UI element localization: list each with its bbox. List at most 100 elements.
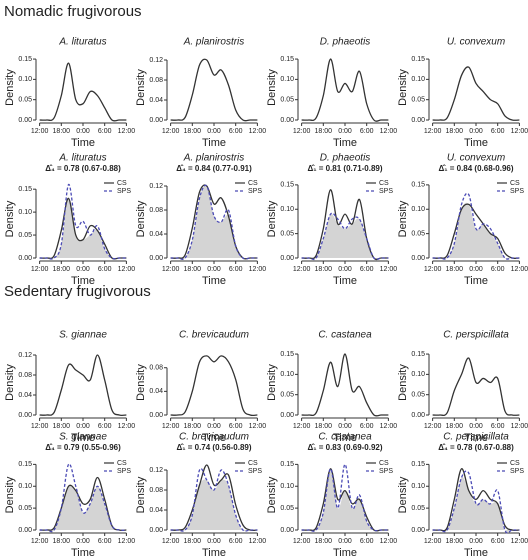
overlap-area: [301, 213, 389, 260]
x-tick-label: 0:00: [469, 538, 483, 545]
y-tick-label: 0.04: [149, 97, 163, 104]
density-line: [301, 468, 389, 532]
overlap-area: [39, 198, 127, 260]
x-tick-label: 12:00: [118, 266, 136, 273]
y-axis-label: Density: [266, 200, 278, 237]
panel-title: C. castanea: [318, 330, 372, 341]
y-tick-label: 0.00: [411, 527, 425, 534]
y-tick-label: 0.10: [411, 206, 425, 213]
y-tick-label: 0.08: [18, 372, 32, 379]
overlap-estimate: Δ̂₁ = 0.83 (0.69-0.92): [307, 443, 382, 452]
x-tick-label: 6:00: [98, 423, 112, 430]
y-axis-label: Density: [4, 200, 16, 237]
x-tick-label: 0:00: [76, 423, 90, 430]
x-tick-label: 12:00: [249, 538, 267, 545]
x-tick-label: 18:00: [184, 128, 202, 135]
density-line: [170, 184, 258, 260]
panel-title: U. convexum: [447, 153, 505, 164]
x-tick-label: 6:00: [98, 538, 112, 545]
x-tick-label: 0:00: [469, 423, 483, 430]
y-tick-label: 0.00: [411, 255, 425, 262]
y-tick-label: 0.10: [280, 76, 294, 83]
y-tick-label: 0.15: [411, 351, 425, 358]
overlap-estimate: Δ̂₄ = 0.84 (0.77-0.91): [176, 164, 252, 173]
panel-title: A. planirostris: [183, 37, 245, 48]
x-axis-label: Time: [71, 275, 95, 287]
legend-label: CS: [117, 180, 127, 187]
y-tick-label: 0.04: [149, 507, 163, 514]
x-axis-label: Time: [464, 547, 488, 559]
x-tick-label: 12:00: [424, 538, 442, 545]
y-tick-label: 0.00: [18, 117, 32, 124]
x-tick-label: 12:00: [424, 266, 442, 273]
y-tick-label: 0.00: [149, 255, 163, 262]
x-tick-label: 18:00: [315, 128, 333, 135]
y-tick-label: 0.15: [18, 461, 32, 468]
x-tick-label: 12:00: [511, 538, 528, 545]
legend-label: CS: [379, 180, 389, 187]
x-tick-label: 0:00: [207, 266, 221, 273]
y-tick-label: 0.00: [149, 117, 163, 124]
x-tick-label: 12:00: [511, 423, 528, 430]
y-tick-label: 0.00: [411, 412, 425, 419]
x-tick-label: 6:00: [491, 423, 505, 430]
x-tick-label: 18:00: [446, 266, 464, 273]
density-line: [432, 203, 520, 260]
density-line: [432, 192, 520, 260]
x-tick-label: 12:00: [380, 266, 398, 273]
overlap-area: [432, 202, 520, 260]
x-tick-label: 6:00: [360, 266, 374, 273]
y-tick-label: 0.10: [18, 209, 32, 216]
legend-label: CS: [117, 460, 127, 467]
x-tick-label: 12:00: [293, 128, 311, 135]
x-axis-label: Time: [71, 547, 95, 559]
legend-label: CS: [510, 460, 520, 467]
panel-title: C. perspicillata: [443, 432, 509, 443]
x-tick-label: 12:00: [31, 538, 49, 545]
x-tick-label: 12:00: [118, 423, 136, 430]
y-tick-label: 0.15: [411, 56, 425, 63]
overlap-estimate: Δ̂₁ = 0.81 (0.71-0.89): [307, 164, 382, 173]
x-tick-label: 12:00: [293, 266, 311, 273]
y-tick-label: 0.00: [280, 412, 294, 419]
y-tick-label: 0.10: [280, 371, 294, 378]
density-line: [39, 476, 127, 531]
y-tick-label: 0.05: [411, 97, 425, 104]
y-axis-label: Density: [397, 364, 409, 401]
overlap-area: [432, 477, 520, 532]
x-tick-label: 6:00: [360, 538, 374, 545]
x-tick-label: 18:00: [184, 266, 202, 273]
panel-title: S. giannae: [59, 432, 107, 443]
x-axis-label: Time: [202, 547, 226, 559]
y-axis-label: Density: [135, 364, 147, 401]
legend-label: SPS: [117, 468, 131, 475]
x-tick-label: 18:00: [315, 423, 333, 430]
overlap-area: [170, 185, 258, 260]
y-tick-label: 0.05: [280, 230, 294, 237]
panel-title: C. castanea: [318, 432, 372, 443]
y-tick-label: 0.10: [280, 483, 294, 490]
y-axis-label: Density: [266, 476, 278, 513]
y-axis-label: Density: [397, 69, 409, 106]
y-tick-label: 0.08: [149, 487, 163, 494]
x-tick-label: 6:00: [491, 128, 505, 135]
y-axis-label: Density: [266, 364, 278, 401]
overlap-estimate: Δ̂₁ = 0.84 (0.68-0.96): [438, 164, 513, 173]
y-tick-label: 0.15: [280, 56, 294, 63]
x-axis-label: Time: [71, 432, 95, 444]
x-tick-label: 18:00: [53, 538, 71, 545]
x-tick-label: 6:00: [491, 538, 505, 545]
x-axis-label: Time: [464, 275, 488, 287]
legend-label: SPS: [379, 468, 393, 475]
y-tick-label: 0.10: [411, 483, 425, 490]
density-line: [301, 212, 389, 261]
x-tick-label: 0:00: [76, 266, 90, 273]
panel-title: C. perspicillata: [443, 330, 509, 341]
x-tick-label: 12:00: [162, 128, 180, 135]
panel-title: U. convexum: [447, 37, 505, 48]
x-tick-label: 12:00: [31, 423, 49, 430]
x-tick-label: 18:00: [53, 423, 71, 430]
y-tick-label: 0.12: [149, 467, 163, 474]
overlap-estimate: Δ̂₁ = 0.74 (0.56-0.89): [176, 443, 251, 452]
y-tick-label: 0.12: [149, 183, 163, 190]
